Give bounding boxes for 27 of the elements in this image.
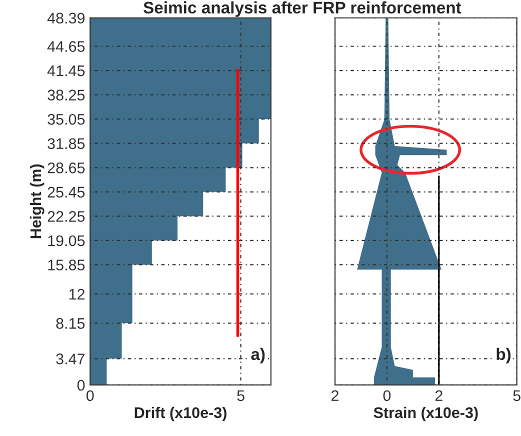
- x-tick-label: 5: [513, 390, 520, 402]
- annotation: b): [496, 348, 511, 364]
- y-tick-label: 28.65: [48, 162, 85, 174]
- y-tick-label: 8.15: [56, 318, 85, 329]
- y-tick-label: 15.85: [48, 260, 85, 270]
- x-tick-label: 2: [332, 390, 338, 401]
- y-tick-label: 38.25: [48, 90, 85, 100]
- y-tick-label: 19.05: [48, 235, 85, 246]
- y-tick-label: 41.45: [47, 66, 85, 76]
- y-tick-label: 3.47: [56, 354, 85, 364]
- annotation: a): [251, 348, 265, 364]
- y-tick-label: 31.85: [48, 138, 85, 150]
- y-tick-label: 35.05: [48, 114, 85, 125]
- y-tick-label: 0: [77, 380, 85, 391]
- y-axis-title: Height (m): [30, 164, 44, 238]
- x-tick-label: 0: [86, 390, 94, 402]
- y-tick-label: 48.39: [47, 12, 85, 24]
- y-tick-label: 44.65: [47, 41, 85, 52]
- y-tick-label: 12: [69, 288, 85, 300]
- x-axis-title: Drift (x10e-3): [134, 406, 226, 422]
- x-tick-label: 5: [237, 390, 244, 402]
- y-tick-label: 22.25: [48, 211, 85, 222]
- y-tick-label: 25.45: [48, 186, 85, 198]
- chart-title: Seimic analysis after FRP reinforcement: [143, 1, 462, 17]
- x-tick-label: 0: [383, 390, 391, 402]
- x-tick-label: 2: [435, 390, 442, 401]
- x-axis-title: Strain (x10e-3): [374, 406, 478, 422]
